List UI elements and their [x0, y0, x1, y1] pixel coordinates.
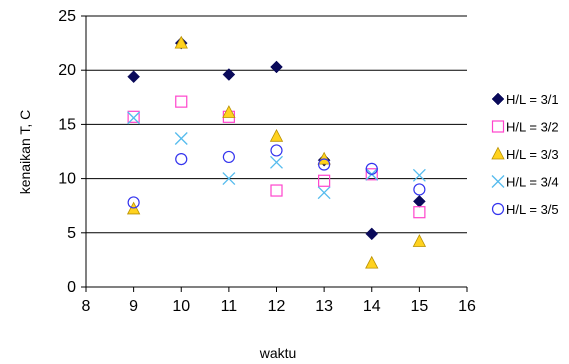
y-axis-label: kenaikan T, C	[17, 110, 33, 195]
y-tick-label-5: 5	[67, 225, 76, 242]
legend-marker-3	[491, 146, 505, 160]
legend-marker-4-stroke-b	[491, 175, 505, 188]
point-s5-5	[318, 158, 331, 171]
point-s2-4	[270, 184, 283, 197]
y-tick-label-20: 20	[58, 62, 76, 79]
x-tick-label-16: 16	[458, 298, 476, 315]
y-tick-label-25: 25	[58, 8, 76, 25]
point-s3-3	[222, 105, 236, 118]
point-s4-4	[270, 155, 283, 169]
point-s4-5	[317, 186, 331, 200]
point-s5-3	[222, 150, 235, 164]
point-s5-6	[365, 162, 378, 175]
legend-entry-4: H/L = 3/4	[491, 175, 559, 190]
point-s3-5	[317, 151, 331, 165]
legend-entry-1: H/L = 3/1	[491, 92, 559, 107]
legend-marker-4	[491, 175, 505, 188]
point-s4-4-stroke-b	[270, 155, 283, 169]
x-tick-label-9: 9	[129, 298, 138, 315]
y-tick-label-0: 0	[67, 279, 76, 296]
point-s5-4	[270, 144, 283, 157]
x-tick-label-15: 15	[410, 298, 428, 315]
point-s4-3-stroke-b	[222, 172, 236, 186]
point-s4-2	[174, 132, 188, 145]
x-tick-label-11: 11	[221, 298, 238, 315]
y-tick-label-10: 10	[58, 171, 76, 188]
legend-marker-1	[491, 92, 505, 106]
series-2	[127, 95, 426, 219]
data-points	[126, 35, 427, 269]
series-5	[127, 144, 426, 209]
point-s4-2-stroke-b	[174, 132, 188, 145]
legend-marker-2	[491, 120, 505, 133]
x-tick-label-12: 12	[268, 298, 286, 315]
legend-label-3: H/L = 3/3	[506, 147, 559, 162]
point-s5-2	[175, 152, 188, 166]
point-s3-4	[269, 128, 284, 142]
legend-entry-5: H/L = 3/5	[491, 202, 559, 217]
legend-label-4: H/L = 3/4	[506, 175, 559, 190]
legend-entry-2: H/L = 3/2	[491, 120, 559, 135]
point-s4-1	[127, 111, 141, 125]
point-s1-3	[222, 68, 236, 81]
legend-label-2: H/L = 3/2	[506, 120, 559, 135]
point-s4-7-stroke-b	[412, 168, 426, 182]
y-tick-label-15: 15	[58, 116, 76, 133]
legend-label-5: H/L = 3/5	[506, 202, 559, 217]
x-tick-label-8: 8	[82, 298, 91, 315]
legend-label-1: H/L = 3/1	[506, 92, 559, 107]
axes	[81, 15, 468, 292]
x-tick-label-13: 13	[315, 298, 333, 315]
point-s5-7	[413, 183, 426, 196]
series-3	[126, 35, 427, 269]
point-s2-5	[318, 174, 331, 187]
point-s4-7	[412, 168, 426, 182]
point-s1-1	[127, 70, 140, 84]
point-s3-7	[412, 234, 427, 247]
point-s5-1	[127, 196, 140, 209]
x-tick-label-14: 14	[363, 298, 381, 315]
legend-marker-5	[491, 202, 505, 216]
x-tick-label-10: 10	[172, 298, 190, 315]
point-s2-7	[413, 206, 426, 219]
x-axis-label: waktu	[259, 345, 297, 361]
point-s1-4	[270, 60, 283, 74]
point-s2-2	[175, 95, 188, 108]
point-s1-7	[413, 195, 426, 208]
legend-entry-3: H/L = 3/3	[491, 146, 559, 162]
point-s3-2	[174, 35, 188, 49]
point-s3-6	[365, 255, 379, 269]
tick-labels: 0 5 10 15 20 25 8 9 10 11 12 13 14 15 16	[58, 8, 476, 315]
grid-lines	[86, 15, 467, 234]
point-s2-6	[365, 168, 378, 181]
legend: H/L = 3/1 H/L = 3/2 H/L = 3/3 H/L = 3/4 H/L …	[491, 92, 559, 217]
point-s2-1	[127, 110, 140, 123]
point-s4-5-stroke-b	[317, 186, 331, 200]
point-s4-3	[222, 172, 236, 186]
series-4	[127, 111, 426, 200]
point-s1-6	[365, 227, 379, 241]
point-s4-1-stroke-b	[127, 111, 141, 125]
